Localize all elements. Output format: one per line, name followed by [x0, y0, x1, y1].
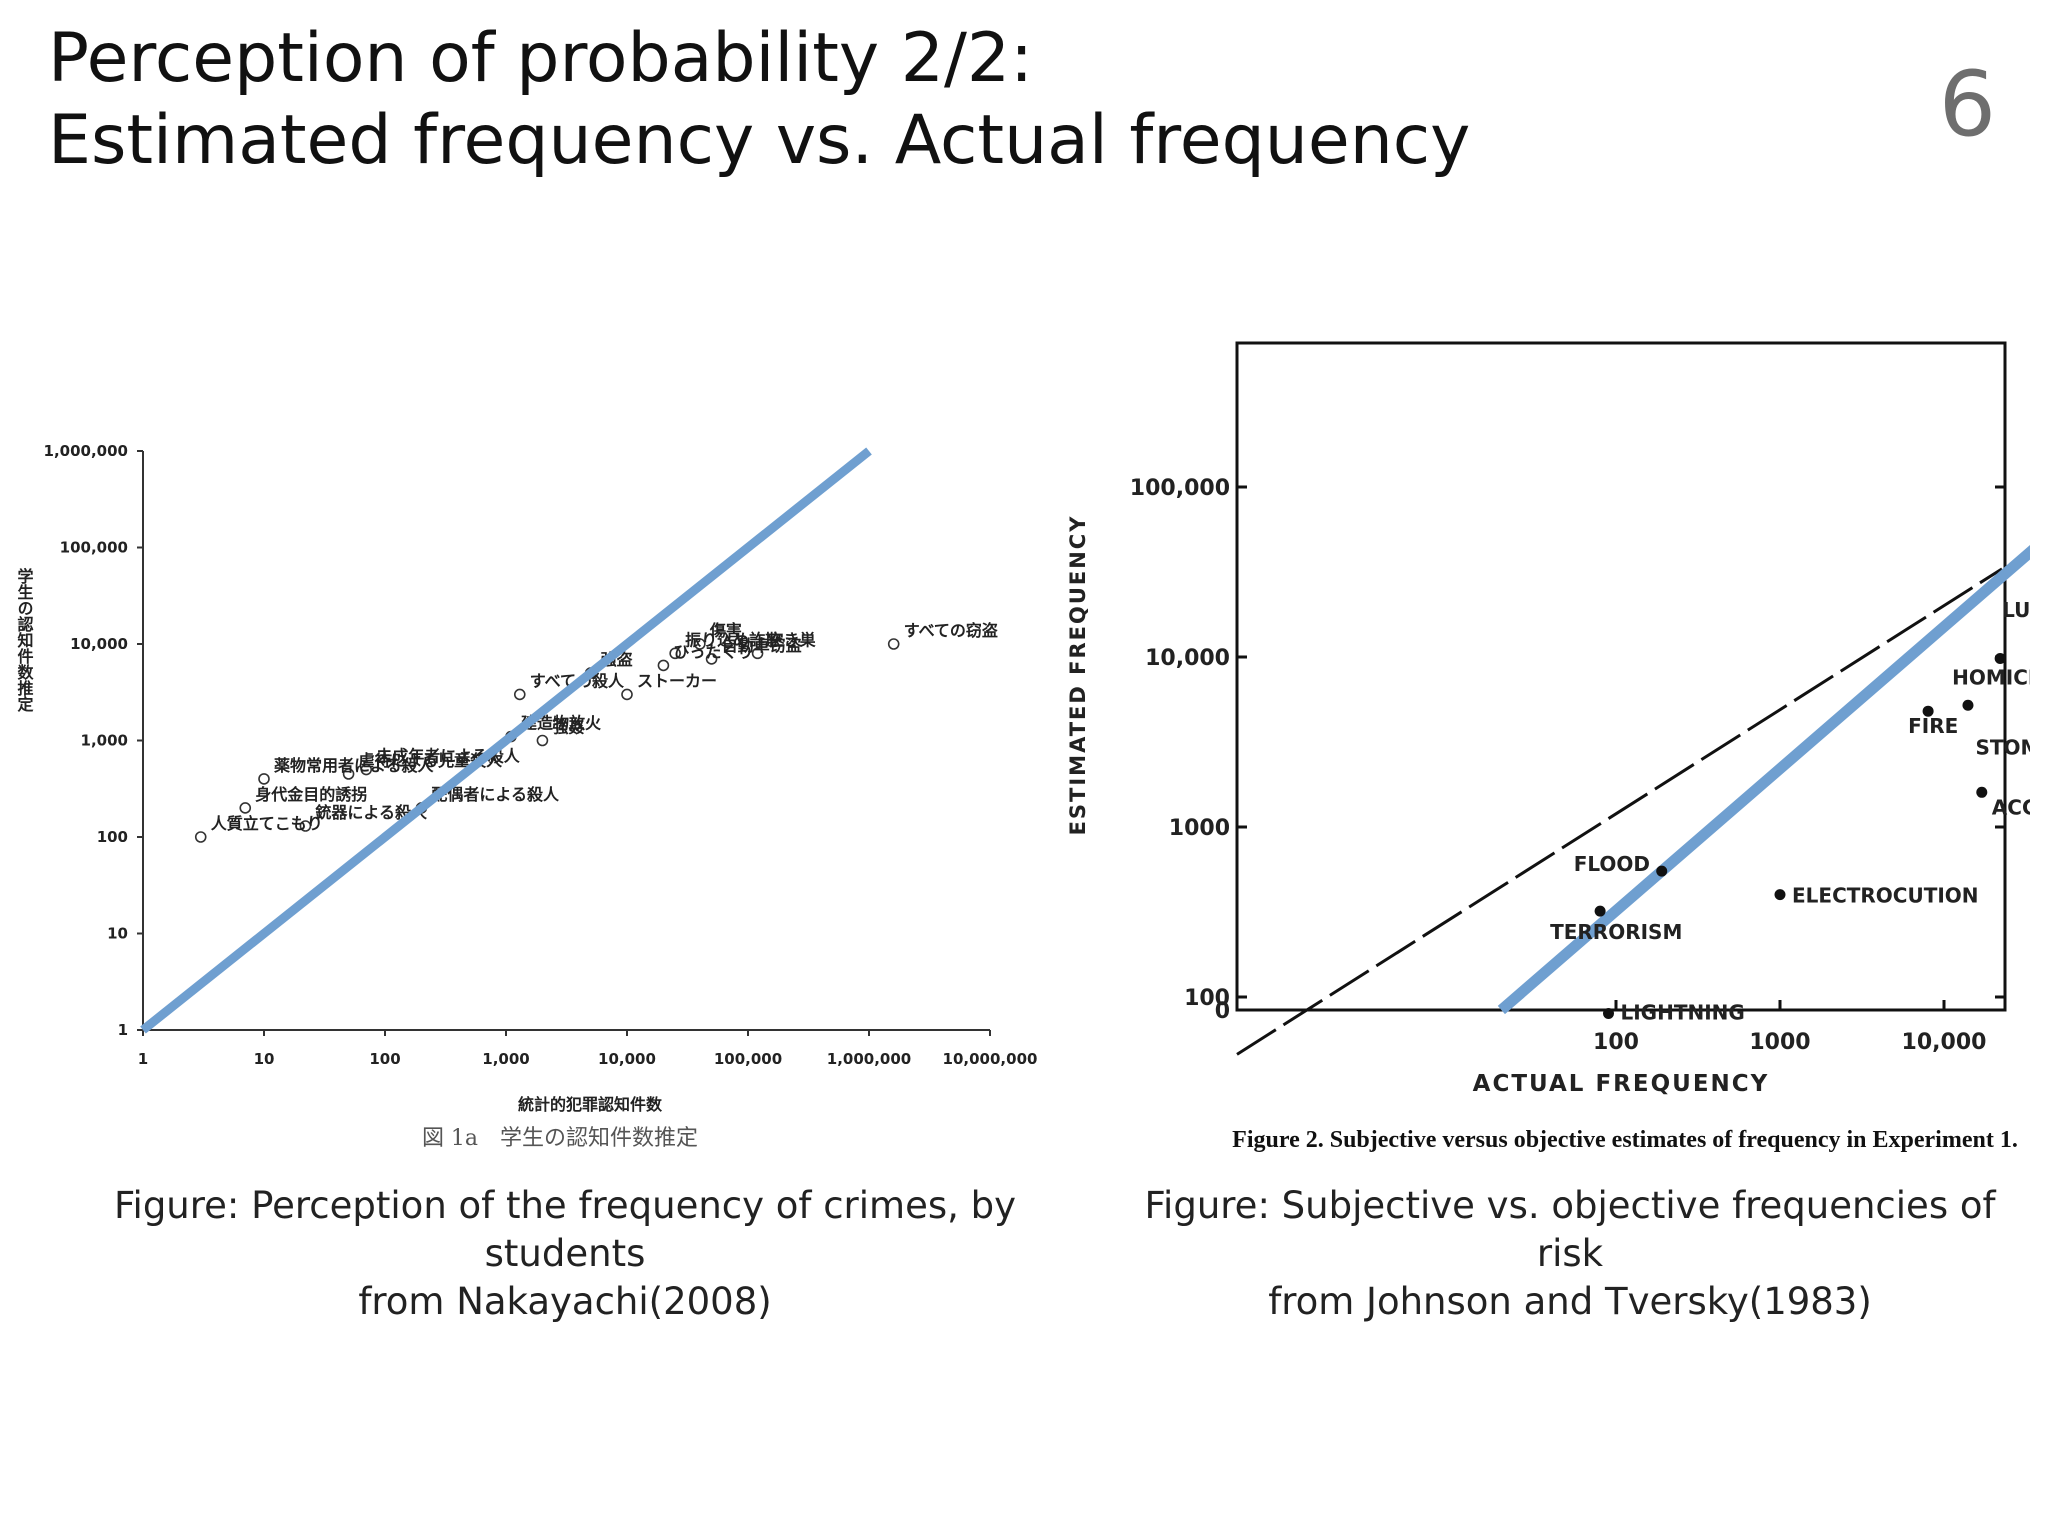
chart1-y-tick-label: 1	[118, 1021, 128, 1039]
chart1-point-label: 傷害	[709, 621, 742, 640]
chart2-point-label: HOMICIDE	[1952, 665, 2030, 689]
chart1-point-label: すべての窃盗	[904, 621, 998, 640]
chart-risk-frequency: 0100100010,000100,000100100010,000100,00…	[1066, 341, 2030, 1153]
chart2-point	[1602, 1007, 1614, 1019]
chart2-point	[1962, 699, 1974, 711]
right-caption-line-1: Figure: Subjective vs. objective frequen…	[1144, 1184, 1996, 1275]
chart2-caption: Figure 2. Subjective versus objective es…	[1232, 1127, 2018, 1153]
chart1-point	[694, 638, 706, 650]
chart2-points	[1594, 652, 2006, 1019]
chart2-point-label: TERRORISM	[1550, 920, 1682, 944]
right-caption-line-2: from Johnson and Tversky(1983)	[1268, 1280, 1872, 1323]
chart1-x-tick-label: 1	[138, 1050, 148, 1068]
chart1-point-label: 身代金目的誘拐	[255, 785, 367, 804]
chart1-subtitle: 図 1a 学生の認知件数推定	[422, 1126, 698, 1151]
chart2-point	[1994, 652, 2006, 664]
slide-number: 6	[1938, 52, 1996, 157]
chart1-point-label: 強姦	[552, 718, 584, 737]
chart1-point	[621, 688, 633, 701]
chart2-point-label: LIGHTNING	[1620, 1000, 1744, 1024]
chart1-x-tick-label: 100	[369, 1050, 400, 1068]
chart1-point-label: 薬物常用者による殺人	[273, 756, 435, 775]
chart1-point-label: ひったくり	[673, 642, 753, 661]
chart2-point-label: FLOOD	[1574, 852, 1650, 876]
chart2-point-label: ACCIDENTAL FALLS	[1992, 795, 2030, 819]
chart1-point	[239, 802, 252, 814]
chart2-point	[1976, 786, 1988, 798]
chart-crime-frequency: 1 10 100 1,000 10,000 100,000 1,000,000 10,000,…	[15, 442, 1038, 1151]
chart1-diagonal-line	[140, 447, 872, 1034]
chart1-y-tick-label: 10	[107, 925, 128, 943]
title-line-1: Perception of probability 2/2:	[48, 19, 1034, 98]
chart1-point	[669, 647, 681, 660]
chart1-point-label: 銃器による殺人	[315, 803, 428, 822]
chart1-x-tick-label: 1,000	[482, 1050, 529, 1068]
chart2-y-tick-label: 1000	[1169, 816, 1230, 841]
slide-title: Perception of probability 2/2: Estimated…	[48, 18, 1470, 182]
chart1-point-label: 配偶者による殺人	[431, 785, 560, 804]
chart1-y-tick-label: 10,000	[70, 635, 128, 653]
chart2-x-tick-label: 100	[1593, 1030, 1639, 1055]
right-figure-caption: Figure: Subjective vs. objective frequen…	[1120, 1182, 2020, 1326]
chart1-point	[194, 831, 207, 843]
chart2-x-tick-label: 10,000	[1902, 1030, 1987, 1055]
chart2-point-label: LUNG CANCER	[2002, 598, 2030, 622]
chart2-x-axis-label: ACTUAL FREQUENCY	[1473, 1071, 1770, 1097]
chart1-x-tick-label: 1,000,000	[827, 1050, 911, 1068]
chart1-y-tick-label: 1,000	[81, 732, 128, 750]
chart1-point	[536, 734, 549, 747]
chart2-point	[1922, 705, 1934, 717]
chart1-point	[887, 638, 900, 650]
chart1-y-axis-label: 学生の認知件数推定	[15, 567, 35, 713]
chart2-point-label: FIRE	[1908, 714, 1958, 738]
chart1-point	[342, 768, 355, 780]
chart2-y-tick-label: 100	[1184, 986, 1230, 1011]
chart1-point-label: 虐待による児童殺人	[359, 751, 504, 770]
chart1-x-tick-label: 10	[254, 1050, 275, 1068]
chart1-x-tick-label: 10,000,000	[943, 1050, 1038, 1068]
chart1-point-label: 人質立てこもり	[211, 814, 323, 833]
chart1-axes: 1 10 100 1,000 10,000 100,000 1,000,000 10,000,…	[15, 442, 1038, 1068]
chart1-point-label: 建造物放火	[521, 714, 602, 733]
chart1-point	[705, 653, 718, 665]
chart1-point-label: ストーカー	[637, 671, 717, 690]
chart1-points	[194, 638, 900, 843]
title-line-2: Estimated frequency vs. Actual frequency	[48, 101, 1471, 180]
chart1-point-label: 振り込め詐欺	[685, 630, 781, 649]
chart1-point	[751, 647, 764, 660]
chart2-y-tick-label: 0	[1215, 999, 1230, 1024]
chart2-diagonal-line	[1497, 545, 2030, 1015]
chart2-x-tick-label: 1000	[1749, 1030, 1810, 1055]
chart1-x-axis-label: 統計的犯罪認知件数	[518, 1095, 663, 1114]
chart2-y-tick-label: 10,000	[1145, 646, 1230, 671]
chart2-axes: 0100100010,000100,000100100010,000100,00…	[1130, 476, 2005, 1055]
chart1-x-tick-label: 100,000	[714, 1050, 782, 1068]
chart2-y-axis-label: ESTIMATED FREQUENCY	[1066, 515, 1090, 836]
chart2-point	[1656, 865, 1668, 877]
chart1-y-tick-label: 1,000,000	[44, 442, 128, 460]
chart1-y-tick-label: 100	[97, 828, 128, 846]
chart1-point	[657, 659, 670, 672]
chart1-point-label: 空き巣	[768, 630, 817, 649]
chart2-point-label: STOMACH CANCER	[1976, 735, 2030, 759]
chart1-x-tick-label: 10,000	[598, 1050, 656, 1068]
chart1-point	[258, 773, 270, 785]
chart2-frame	[1235, 341, 2007, 1012]
chart2-point	[1774, 889, 1786, 901]
chart2-y-tick-label: 100,000	[1130, 476, 1230, 501]
left-caption-line-2: from Nakayachi(2008)	[358, 1280, 772, 1323]
chart2-point	[1594, 905, 1606, 917]
chart2-fit-line	[1236, 567, 2003, 1056]
left-figure-caption: Figure: Perception of the frequency of c…	[50, 1182, 1080, 1326]
chart1-point	[513, 688, 526, 701]
chart2-point-label: ELECTROCUTION	[1792, 884, 1979, 908]
chart1-point-label: 自動車窃盗	[722, 636, 802, 655]
chart1-y-tick-label: 100,000	[60, 539, 128, 557]
chart1-point	[360, 763, 373, 776]
chart1-point	[299, 820, 312, 832]
left-caption-line-1: Figure: Perception of the frequency of c…	[113, 1184, 1017, 1275]
chart2-point-labels: LIGHTNING TERRORISM FLOOD ELECTROCUTION FIRE…	[1550, 598, 2030, 1024]
